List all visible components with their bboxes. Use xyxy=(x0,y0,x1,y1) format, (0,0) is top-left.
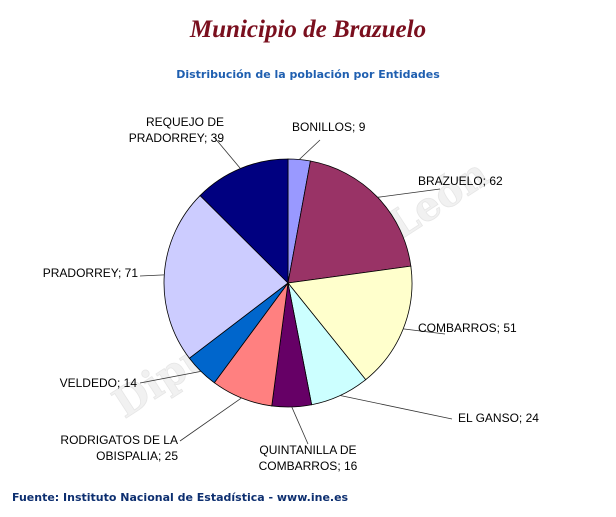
leader-line xyxy=(139,274,165,277)
slice-label-line: RODRIGATOS DE LA xyxy=(60,433,178,447)
slice-label-line: OBISPALIA; 25 xyxy=(96,449,178,463)
leader-line xyxy=(298,139,321,160)
leader-line xyxy=(403,328,446,335)
chart-subtitle: Distribución de la población por Entidad… xyxy=(176,68,440,81)
slice-label-line: COMBARROS; 16 xyxy=(259,459,358,473)
slice-label: COMBARROS; 51 xyxy=(418,321,517,335)
leader-line xyxy=(377,188,441,198)
slice-label-line: REQUEJO DE xyxy=(146,115,224,129)
slice-label-line: BRAZUELO; 62 xyxy=(418,174,503,188)
slice-label-line: COMBARROS; 51 xyxy=(418,321,517,335)
leader-lines xyxy=(139,136,453,445)
leader-line xyxy=(139,370,202,384)
page-title: Municipio de Brazuelo xyxy=(189,16,427,43)
slice-labels: BONILLOS; 9 BRAZUELO; 62 COMBARROS; 51 EL G… xyxy=(43,115,540,473)
leader-line xyxy=(179,397,242,442)
slice-label: BONILLOS; 9 xyxy=(292,120,366,134)
slice-label-line: PRADORREY; 71 xyxy=(43,266,139,280)
leader-line xyxy=(213,136,241,169)
pie-slice xyxy=(287,265,413,381)
pie-slice xyxy=(199,158,289,284)
leader-line xyxy=(291,406,309,445)
pie-slices xyxy=(163,158,413,408)
slice-label: REQUEJO DE PRADORREY; 39 xyxy=(129,115,225,145)
slice-label-line: QUINTANILLA DE xyxy=(259,443,356,457)
slice-label: BRAZUELO; 62 xyxy=(418,174,503,188)
slice-label-line: BONILLOS; 9 xyxy=(292,120,366,134)
slice-label-line: VELDEDO; 14 xyxy=(60,376,138,390)
footer-source: Fuente: Instituto Nacional de Estadístic… xyxy=(12,491,349,504)
slice-label: RODRIGATOS DE LA OBISPALIA; 25 xyxy=(60,433,178,463)
slice-label: PRADORREY; 71 xyxy=(43,266,139,280)
slice-label: QUINTANILLA DE COMBARROS; 16 xyxy=(259,443,358,473)
slice-label-line: PRADORREY; 39 xyxy=(129,131,225,145)
leader-line xyxy=(340,395,453,420)
pie-slice xyxy=(287,160,412,284)
slice-label: VELDEDO; 14 xyxy=(60,376,138,390)
slice-label-line: EL GANSO; 24 xyxy=(458,411,539,425)
slice-label: EL GANSO; 24 xyxy=(458,411,539,425)
